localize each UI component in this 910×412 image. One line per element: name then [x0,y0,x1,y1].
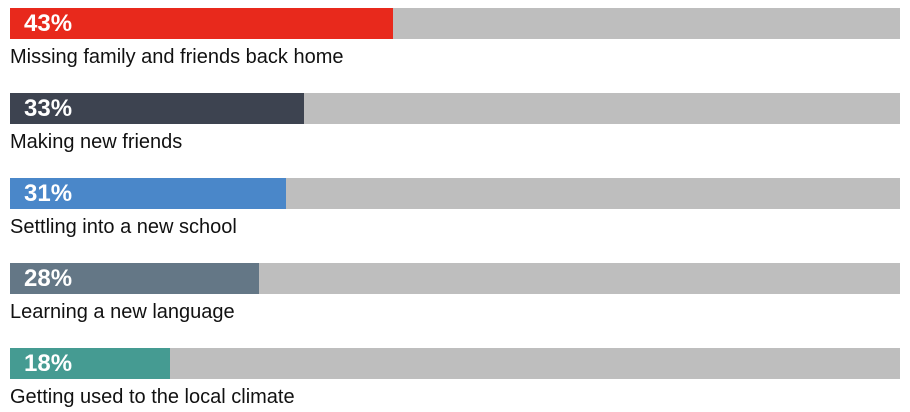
bar-track: 31% [10,178,900,209]
category-label: Getting used to the local climate [10,386,295,408]
value-label: 33% [24,95,73,122]
category-label: Learning a new language [10,301,235,323]
bar: 18% [10,348,171,379]
bar: 31% [10,178,286,209]
bar-row: 31% Settling into a new school [10,178,900,238]
category-label: Missing family and friends back home [10,46,344,68]
bar-track: 43% [10,8,900,39]
bar-row: 28% Learning a new language [10,263,900,323]
bar-row: 18% Getting used to the local climate [10,348,900,408]
category-label: Making new friends [10,131,183,153]
bar-track: 28% [10,263,900,294]
bar-track: 18% [10,348,900,379]
bar-row: 43% Missing family and friends back home [10,8,900,68]
bar-row: 33% Making new friends [10,93,900,153]
value-label: 18% [24,350,73,377]
bar: 33% [10,93,304,124]
value-label: 28% [24,265,73,292]
value-label: 31% [24,180,73,207]
bar-track: 33% [10,93,900,124]
category-label: Settling into a new school [10,216,237,238]
value-label: 43% [24,10,73,37]
bar: 43% [10,8,393,39]
bar: 28% [10,263,260,294]
